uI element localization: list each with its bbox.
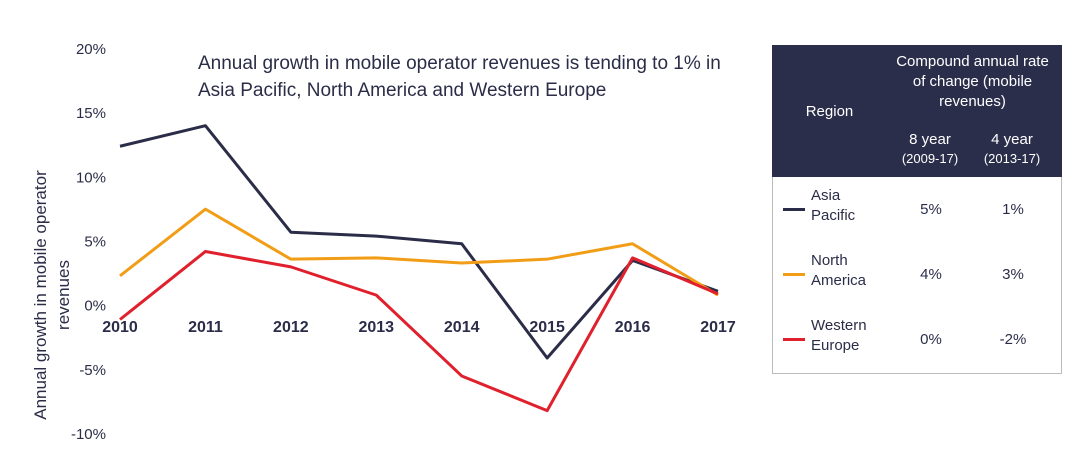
x-tick-label: 2015 <box>529 319 565 336</box>
series-line <box>119 207 719 297</box>
x-tick-label: 2012 <box>273 319 309 336</box>
x-tick-label: 2017 <box>700 319 736 336</box>
legend-label: Western Europe <box>811 317 867 354</box>
x-tick-label: 2011 <box>188 319 223 336</box>
header-period: (2013-17) <box>983 151 1041 166</box>
y-axis-title: Annual growth in mobile operator revenue… <box>31 170 73 420</box>
table-cell: 4% <box>920 266 942 283</box>
header-rate: Compound annual rate of change (mobile r… <box>896 53 1049 110</box>
table-row: Western Europe 0% -2% <box>773 307 1061 372</box>
table-cell: 5% <box>920 201 942 218</box>
table: Region Compound annual rate of change (m… <box>772 45 1062 375</box>
x-tick-label: 2016 <box>615 319 651 336</box>
header-col: 8 year <box>909 131 951 148</box>
y-tick-label: -10% <box>71 426 106 443</box>
table-cell: 0% <box>920 331 942 348</box>
table-header: Region Compound annual rate of change (m… <box>772 45 1062 177</box>
y-tick-label: -5% <box>79 362 106 379</box>
y-tick-label: 0% <box>84 298 106 315</box>
legend-swatch <box>783 273 805 276</box>
y-tick-label: 20% <box>76 41 106 58</box>
x-tick-label: 2013 <box>358 319 394 336</box>
y-tick-label: 5% <box>84 233 106 250</box>
chart: -10% -5% 0% 5% 10% 15% 20% 2010 2011 2012 2013 2014… <box>71 41 736 443</box>
legend-label: North America <box>811 252 867 289</box>
table-row: North America 4% 3% <box>773 242 1061 307</box>
series-line <box>119 124 719 360</box>
series-line <box>119 249 719 413</box>
legend-label: Asia Pacific <box>811 187 856 224</box>
table-row: Asia Pacific 5% 1% <box>773 177 1061 242</box>
x-tick-label: 2014 <box>444 319 480 336</box>
y-tick-label: 15% <box>76 105 106 122</box>
header-region: Region <box>805 103 854 120</box>
y-tick-label: 10% <box>76 169 106 186</box>
legend-swatch <box>783 208 805 211</box>
table-cell: 3% <box>1002 266 1024 283</box>
header-col: 4 year <box>991 131 1033 148</box>
table-body: Asia Pacific 5% 1% North America 4% 3% Western… <box>772 177 1062 374</box>
legend-swatch <box>783 338 805 341</box>
x-tick-label: 2010 <box>102 319 138 336</box>
chart-title: Annual growth in mobile operator revenue… <box>198 53 721 101</box>
header-period: (2009-17) <box>901 151 959 166</box>
table-cell: 1% <box>1002 201 1024 218</box>
table-cell: -2% <box>999 331 1027 348</box>
